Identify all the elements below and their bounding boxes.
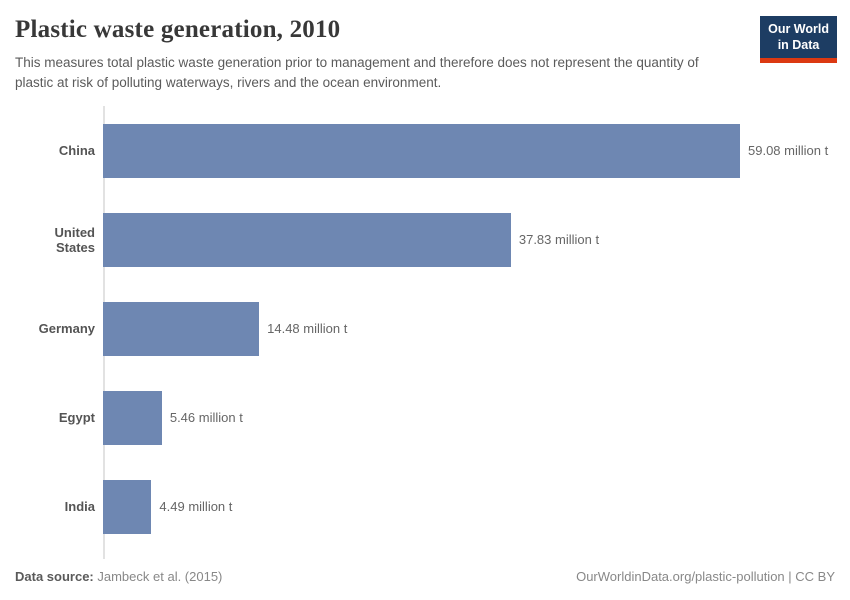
bar[interactable]	[103, 390, 162, 445]
bar-row: Germany 14.48 million t	[15, 284, 835, 373]
bar[interactable]	[103, 123, 740, 178]
value-label: 14.48 million t	[267, 321, 348, 336]
data-source: Data source: Jambeck et al. (2015)	[15, 569, 222, 584]
chart-subtitle: This measures total plastic waste genera…	[15, 55, 699, 90]
owid-logo-line1: Our World	[768, 22, 829, 36]
bar-area: 5.46 million t	[103, 390, 740, 445]
data-source-value: Jambeck et al. (2015)	[97, 569, 223, 584]
bar[interactable]	[103, 479, 152, 534]
page-title: Plastic waste generation, 2010	[15, 16, 341, 43]
category-label: Egypt	[58, 410, 95, 425]
bar-row: China 59.08 million t	[15, 106, 835, 195]
bar-row: India 4.49 million t	[15, 462, 835, 551]
category-label: Germany	[38, 321, 95, 336]
bar-area: 59.08 million t	[103, 123, 828, 178]
category-label: China	[58, 143, 95, 158]
bar-area: 14.48 million t	[103, 301, 740, 356]
value-label: 37.83 million t	[518, 232, 600, 247]
bar[interactable]	[103, 301, 260, 356]
bar-chart-rows: China 59.08 million t United States 37.8…	[15, 106, 835, 551]
value-label: 59.08 million t	[748, 143, 829, 158]
category-label: United States	[54, 224, 95, 255]
category-label: India	[64, 499, 95, 514]
bar-row: Egypt 5.46 million t	[15, 373, 835, 462]
owid-logo-line2: in Data	[777, 38, 820, 53]
credit-line[interactable]: OurWorldinData.org/plastic-pollution | C…	[576, 569, 835, 584]
data-source-label: Data source:	[15, 569, 94, 584]
bar[interactable]	[103, 212, 511, 267]
bar-chart: China 59.08 million t United States 37.8…	[15, 106, 835, 559]
bar-row: United States 37.83 million t	[15, 195, 835, 284]
value-label: 4.49 million t	[159, 499, 233, 514]
bar-area: 37.83 million t	[103, 212, 740, 267]
value-label: 5.46 million t	[169, 410, 243, 425]
chart-footer: Data source: Jambeck et al. (2015) OurWo…	[15, 569, 835, 584]
owid-logo[interactable]: Our World in Data	[760, 16, 837, 63]
bar-area: 4.49 million t	[103, 479, 740, 534]
